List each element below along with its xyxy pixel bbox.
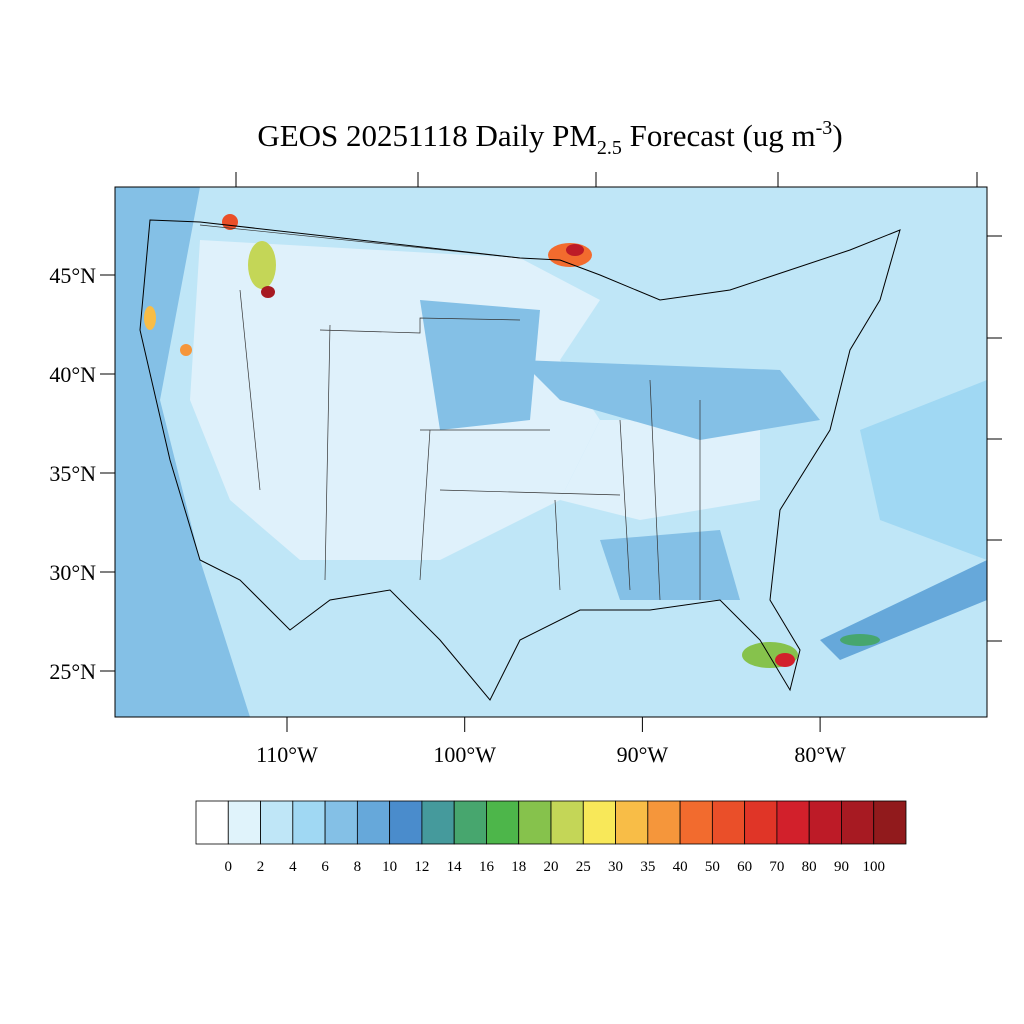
colorbar-box — [582, 800, 616, 845]
lon-label: 80°W — [794, 742, 846, 767]
colorbar-box — [841, 800, 875, 845]
colorbar-box — [679, 800, 713, 845]
map-frame — [114, 186, 988, 718]
colorbar-box — [647, 800, 681, 845]
colorbar-box — [195, 800, 229, 845]
colorbar-label: 30 — [608, 859, 623, 875]
colorbar-label: 14 — [447, 859, 463, 875]
colorbar-label: 12 — [414, 859, 429, 875]
title-rest: Forecast (ug m — [622, 118, 816, 153]
lat-label: 25°N — [49, 659, 96, 684]
title-main: GEOS 20251118 Daily PM — [257, 118, 597, 153]
colorbar-box — [776, 800, 810, 845]
lat-label: 45°N — [49, 263, 96, 288]
colorbar-label: 4 — [289, 859, 297, 875]
colorbar-box — [260, 800, 294, 845]
colorbar-box — [356, 800, 391, 845]
colorbar-label: 60 — [737, 859, 752, 875]
colorbar-label: 100 — [862, 859, 885, 875]
lat-label: 35°N — [49, 461, 96, 486]
lat-label: 30°N — [49, 560, 96, 585]
title-sub: 2.5 — [597, 137, 622, 159]
colorbar-label: 90 — [834, 859, 849, 875]
title-sup: -3 — [816, 117, 833, 139]
lon-label: 110°W — [256, 742, 318, 767]
colorbar-label: 50 — [705, 859, 720, 875]
colorbar-box — [421, 800, 455, 845]
colorbar-box — [518, 800, 552, 845]
colorbar-label: 2 — [257, 859, 265, 875]
frame-ticks — [235, 172, 1002, 642]
colorbar-box — [808, 800, 842, 845]
colorbar-box — [711, 800, 746, 845]
colorbar-box — [389, 800, 423, 845]
colorbar-box — [486, 800, 520, 845]
lat-label: 40°N — [49, 362, 96, 387]
colorbar-label: 70 — [769, 859, 784, 875]
colorbar-box — [324, 800, 358, 845]
colorbar-box — [873, 800, 907, 845]
lon-label: 90°W — [617, 742, 669, 767]
colorbar-label: 8 — [354, 859, 362, 875]
colorbar-label: 40 — [673, 859, 688, 875]
colorbar-label: 10 — [382, 859, 397, 875]
colorbar-label: 25 — [576, 859, 591, 875]
colorbar-box — [453, 800, 487, 845]
colorbar-label: 20 — [544, 859, 559, 875]
title-end: ) — [832, 118, 842, 153]
colorbar-label: 18 — [511, 859, 526, 875]
colorbar-label: 80 — [802, 859, 817, 875]
colorbar-label: 6 — [321, 859, 329, 875]
colorbar-box — [615, 800, 649, 845]
colorbar-box — [227, 800, 261, 845]
colorbar-box — [292, 800, 326, 845]
colorbar-label: 0 — [225, 859, 233, 875]
colorbar-box — [744, 800, 778, 845]
colorbar-label: 35 — [640, 859, 655, 875]
map-field — [115, 187, 987, 717]
map-title: GEOS 20251118 Daily PM2.5 Forecast (ug m… — [257, 117, 842, 159]
colorbar-box — [550, 800, 584, 845]
colorbar-label: 16 — [479, 859, 495, 875]
lon-label: 100°W — [433, 742, 496, 767]
